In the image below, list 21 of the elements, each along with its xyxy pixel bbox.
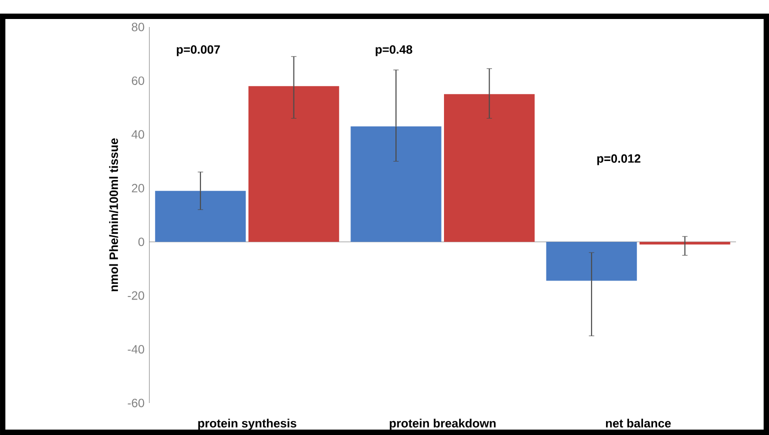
x-tick-label: net balance	[606, 418, 671, 428]
y-tick-label: 80	[132, 22, 144, 32]
y-axis-title: nmol Phe/min/100ml tissue	[109, 138, 118, 292]
y-tick-label: -20	[128, 291, 144, 300]
bar	[444, 94, 535, 242]
x-tick-label: protein breakdown	[390, 418, 496, 430]
y-tick-label: -60	[128, 398, 144, 408]
y-tick-label: 0	[138, 238, 144, 246]
y-tick-label: -40	[128, 345, 144, 354]
bar	[350, 126, 442, 242]
annotation: p=0.007	[176, 45, 220, 56]
y-tick-label: 40	[132, 130, 144, 139]
y-tick-label: 20	[132, 184, 144, 192]
bar	[640, 242, 730, 245]
annotation: p=0.012	[597, 154, 640, 166]
bar	[546, 242, 637, 281]
y-tick-label: 60	[132, 76, 144, 85]
annotation: p=0.48	[376, 45, 412, 56]
bar	[155, 190, 246, 242]
bar	[248, 86, 340, 242]
x-tick-label: protein synthesis	[198, 418, 296, 430]
